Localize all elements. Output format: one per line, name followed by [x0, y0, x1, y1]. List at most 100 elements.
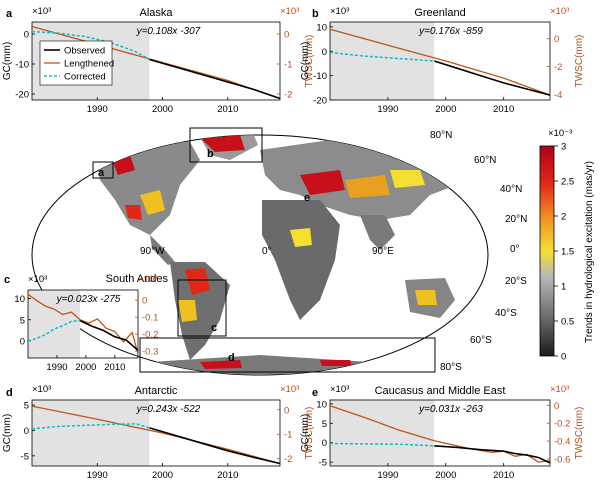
region-box-b	[189, 127, 263, 163]
y-axis-label: GC(mm)	[2, 414, 13, 452]
series-line-corrected	[31, 423, 150, 430]
y2-tick-label: -0.1	[142, 313, 158, 324]
panel-title: South Andes	[106, 273, 169, 285]
series-line-corrected	[27, 319, 81, 342]
lat-label: 20°S	[505, 276, 527, 287]
trend-equation: y=0.108x -307	[136, 26, 201, 37]
colorbar-tick-label: 1.5	[561, 247, 574, 258]
left-exponent: ×10³	[330, 384, 349, 395]
trend-equation: y=0.243x -522	[136, 404, 201, 415]
x-tick-label: 2010	[493, 104, 514, 115]
time-series-panels: a Alaska ×10³ ×10³ y=0.108x -307 1990 2000 2010…	[2, 6, 585, 481]
x-tick-label: 2000	[152, 470, 173, 481]
left-exponent: ×10³	[32, 6, 51, 17]
y2-tick-label: 0	[284, 405, 289, 416]
panel-title: Greenland	[414, 7, 465, 19]
y2-tick-label: -0.3	[142, 347, 158, 358]
lat-label: 60°N	[474, 155, 496, 166]
left-exponent: ×10³	[32, 384, 51, 395]
y2-tick-label: -1	[284, 60, 292, 71]
x-tick-label: 2000	[75, 362, 96, 373]
y2-tick-label: -0.4	[554, 437, 570, 448]
legend: Observed Lengthened Corrected	[39, 40, 114, 86]
colorbar-tick-label: 2.5	[561, 177, 574, 188]
lat-label: 40°N	[500, 184, 522, 195]
plot-frame	[329, 399, 551, 467]
panel-a: a Alaska ×10³ ×10³ y=0.108x -307 1990 2000 2010…	[2, 6, 315, 115]
region-box-c	[177, 279, 227, 337]
x-tick-label: 2010	[104, 362, 125, 373]
y-tick-label: 10	[316, 22, 327, 33]
right-exponent: ×10³	[550, 6, 569, 17]
series-line-observed	[149, 58, 281, 100]
y-axis-label: GC(mm)	[2, 42, 13, 80]
series-line-corrected	[329, 442, 435, 447]
legend-label: Observed	[64, 46, 105, 57]
y-axis-label: GC(mm)	[300, 414, 311, 452]
lon-label: 90°W	[140, 246, 165, 257]
legend-label: Corrected	[64, 72, 106, 83]
shaded-period	[32, 400, 150, 466]
lat-label: 60°S	[470, 335, 492, 346]
y2-tick-label: -2	[554, 62, 562, 73]
x-tick-label: 2010	[217, 104, 238, 115]
region-box-d	[139, 337, 436, 373]
series-line-corrected	[329, 51, 435, 62]
panel-letter: c	[4, 274, 10, 286]
y-tick-label: -20	[313, 96, 327, 107]
x-tick-label: 1990	[87, 104, 108, 115]
y-tick-label: 10	[14, 294, 25, 305]
x-tick-label: 1990	[377, 104, 398, 115]
region-box-a	[92, 161, 114, 179]
y-tick-label: 5	[24, 401, 29, 412]
x-tick-label: 2010	[217, 470, 238, 481]
lat-label: 0°	[510, 244, 520, 255]
y2-tick-label: -2	[284, 454, 292, 465]
trend-equation: y=0.031x -263	[418, 404, 483, 415]
panel-d: d Antarctic ×10³ ×10³ y=0.243x -522 1990 2000 2…	[2, 384, 315, 481]
colorbar-exponent: ×10⁻³	[548, 128, 572, 139]
x-tick-label: 1990	[46, 362, 67, 373]
colorbar-ticks: 3 2.5 2 1.5 1 0.5 0	[554, 142, 574, 363]
y2-tick-label: 0	[142, 296, 147, 307]
x-tick-label: 2000	[435, 470, 456, 481]
right-exponent: ×10³	[550, 384, 569, 395]
plot-frame	[329, 21, 551, 101]
y-tick-label: -5	[21, 451, 29, 462]
x-tick-label: 2010	[493, 470, 514, 481]
plot-frame	[31, 399, 281, 467]
panel-letter: e	[312, 387, 318, 399]
y2-tick-label: -0.2	[554, 419, 570, 430]
right-exponent: ×10³	[280, 384, 299, 395]
panel-title: Alaska	[139, 7, 173, 19]
y2-tick-label: -1	[284, 430, 292, 441]
colorbar-label: Trends in hydrological excitation (mas/y…	[584, 161, 595, 343]
x-tick-label: 2000	[152, 104, 173, 115]
y-tick-label: 0	[24, 426, 29, 437]
panel-e: e Caucasus and Middle East ×10³ ×10³ y=0.031…	[300, 384, 585, 481]
box-label-a: a	[98, 167, 105, 179]
y-tick-label: 0	[322, 47, 327, 58]
map-land	[95, 135, 470, 375]
y2-axis-label: TWSC(mm)	[304, 35, 315, 88]
series-line-lengthened	[31, 405, 281, 465]
plot-frame	[31, 21, 281, 101]
panel-b: b Greenland ×10³ ×10³ y=0.176x -859 1990 2000 2…	[300, 6, 585, 115]
series-line-observed	[433, 60, 551, 96]
y-tick-label: -20	[15, 90, 29, 101]
box-label-b: b	[207, 148, 214, 160]
y2-tick-label: -0.6	[554, 454, 570, 465]
colorbar-scale	[539, 145, 555, 357]
left-exponent: ×10³	[330, 6, 349, 17]
y-tick-label: -10	[313, 71, 327, 82]
y-tick-label: 0	[20, 337, 25, 348]
right-exponent: ×10³	[138, 274, 157, 285]
series-line-observed	[434, 445, 551, 464]
world-map: a b c d e 80°N 60°N 40°N 20°N 0° 20°S 40…	[31, 127, 527, 376]
right-exponent: ×10³	[280, 6, 299, 17]
y-tick-label: -5	[319, 458, 327, 469]
y-tick-label: 0	[24, 30, 29, 41]
x-tick-label: 2000	[435, 104, 456, 115]
